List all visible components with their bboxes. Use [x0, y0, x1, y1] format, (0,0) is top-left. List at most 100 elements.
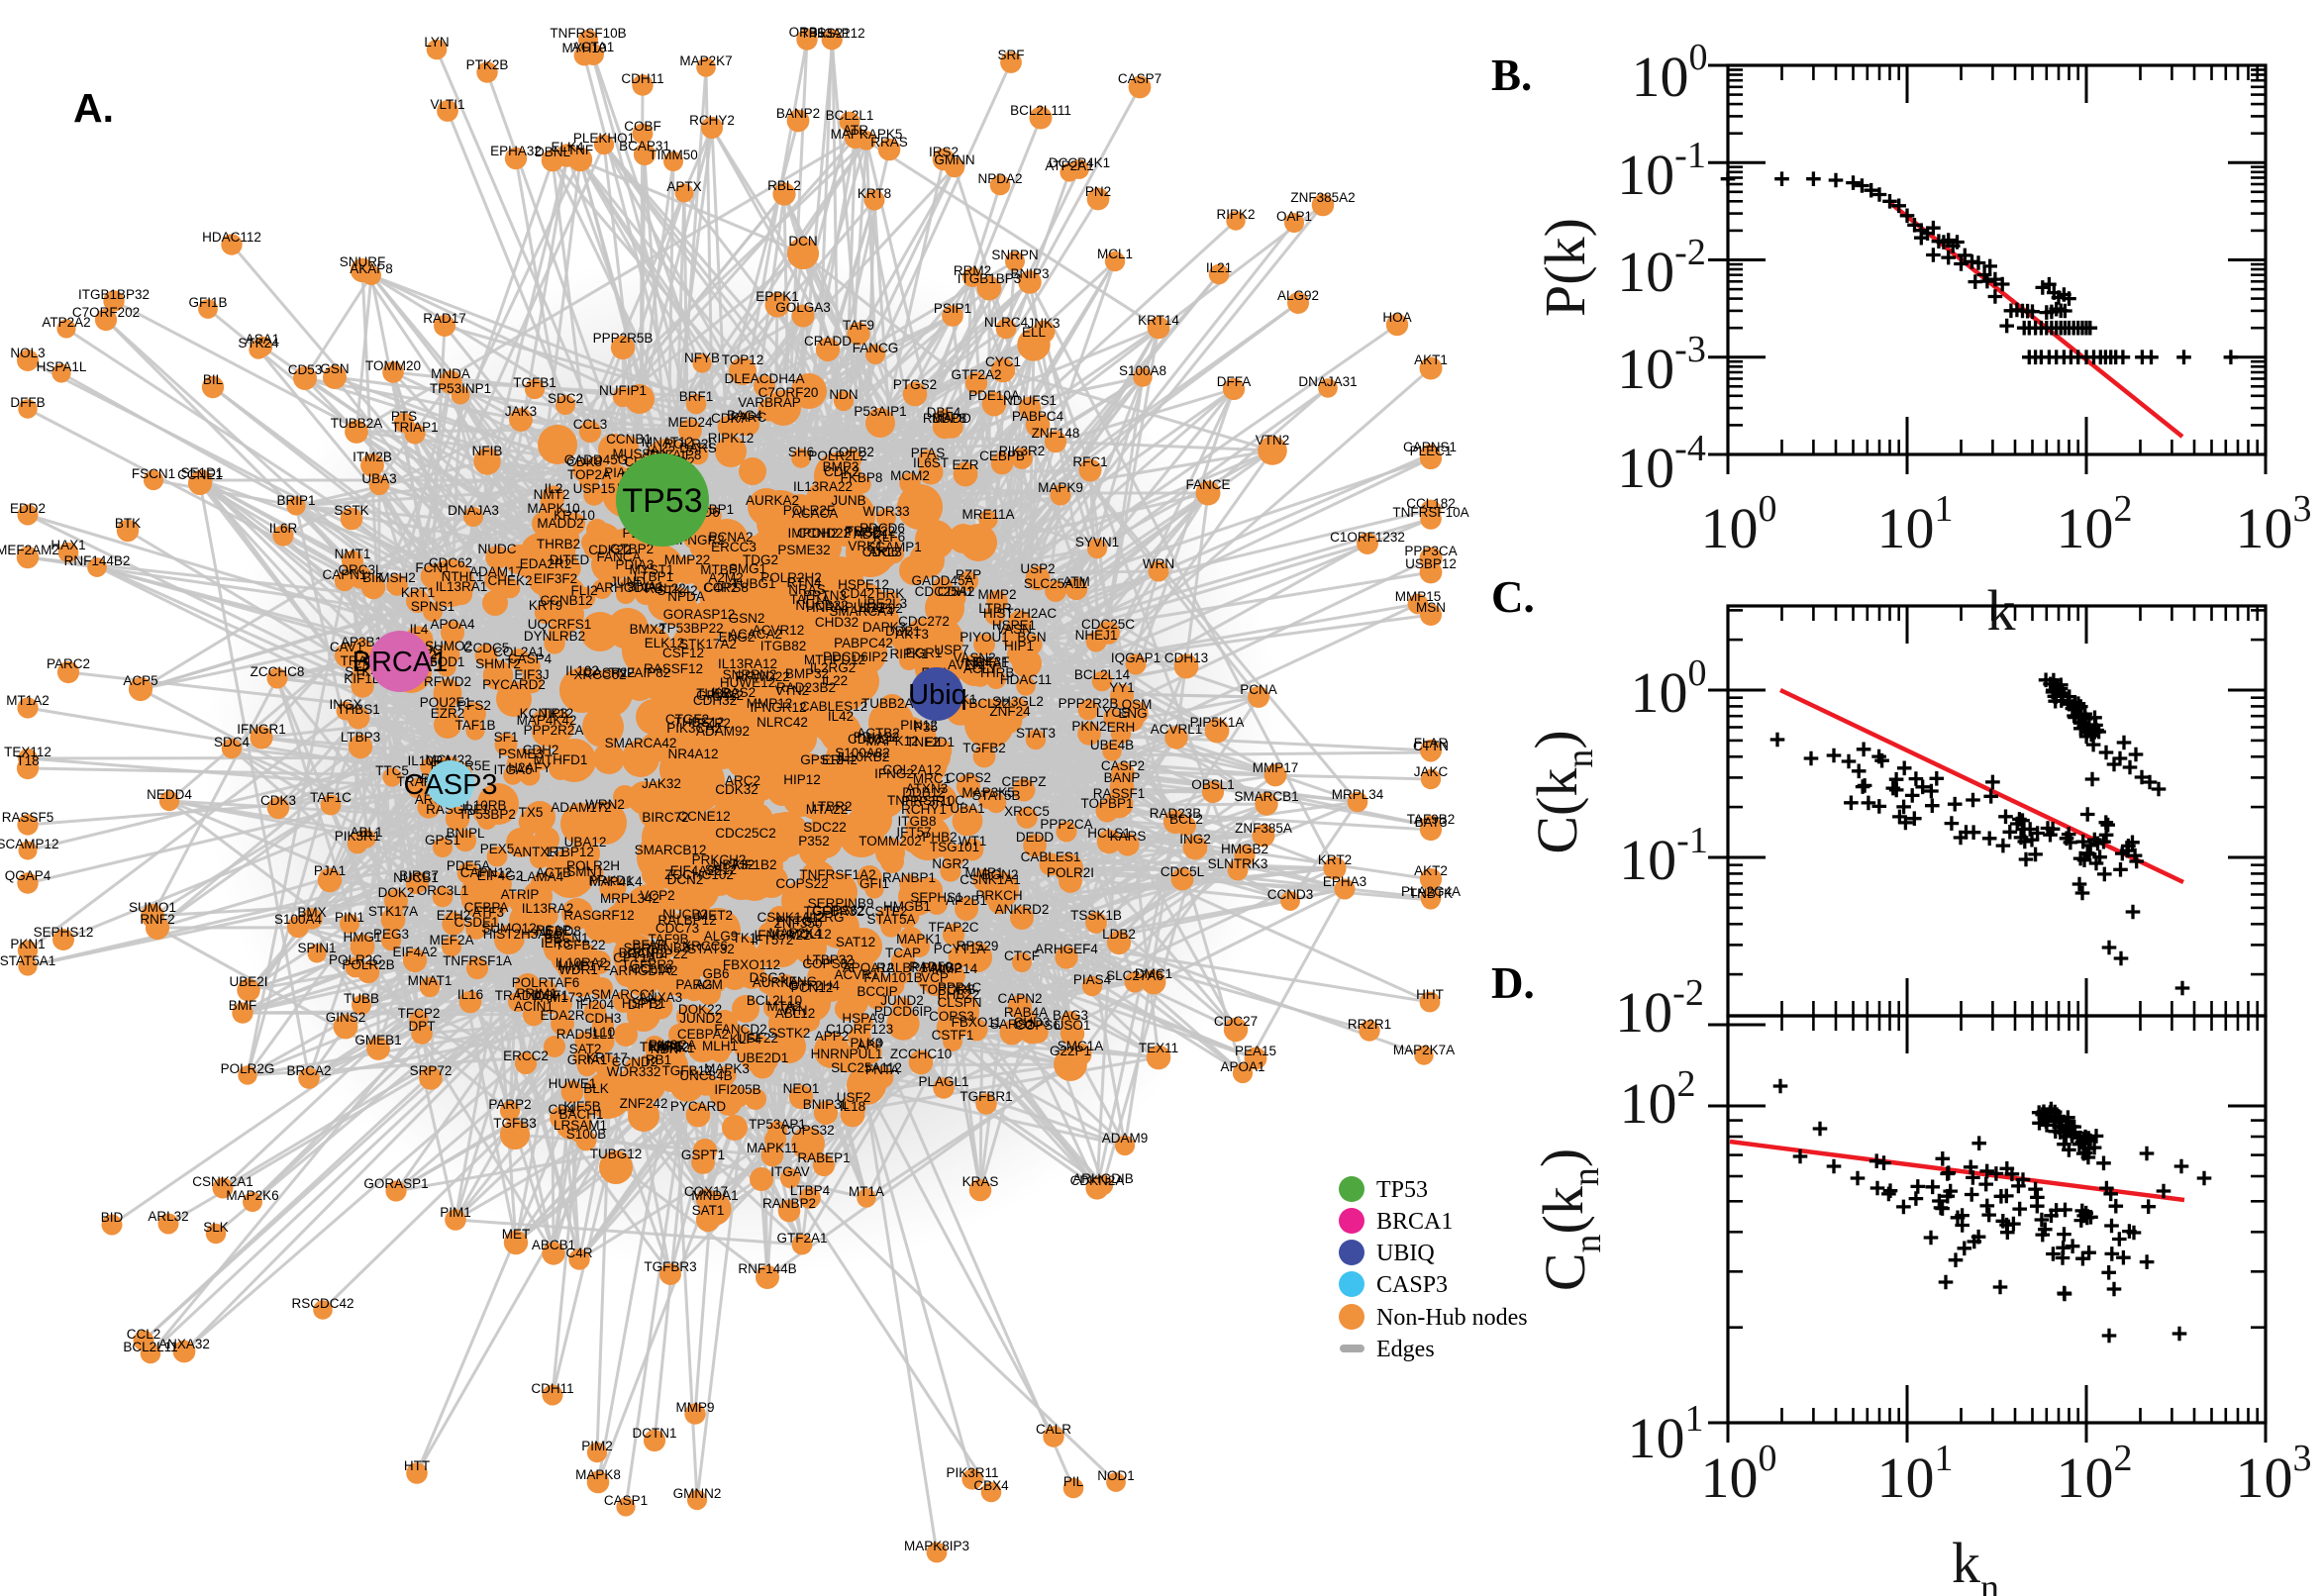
svg-text:CHEK2: CHEK2 — [487, 573, 532, 588]
svg-text:COPS2: COPS2 — [946, 770, 991, 785]
svg-text:NPDA2: NPDA2 — [977, 171, 1022, 186]
svg-text:BCL2L1: BCL2L1 — [826, 108, 874, 123]
svg-text:ALG92: ALG92 — [1277, 288, 1319, 303]
svg-text:STK17A2: STK17A2 — [679, 637, 737, 651]
svg-text:HIST2H2AC: HIST2H2AC — [983, 606, 1058, 621]
svg-text:BCL2: BCL2 — [1169, 812, 1203, 827]
svg-text:PJA1: PJA1 — [314, 863, 346, 878]
svg-text:ZCCHC10: ZCCHC10 — [890, 1047, 952, 1061]
svg-text:LTBP3: LTBP3 — [341, 730, 380, 745]
svg-text:PYCARD: PYCARD — [670, 1099, 727, 1114]
svg-text:MSH2: MSH2 — [378, 570, 416, 585]
svg-text:A.: A. — [73, 85, 114, 131]
svg-text:MAP4K42: MAP4K42 — [517, 713, 577, 728]
svg-text:PLK3: PLK3 — [850, 1036, 882, 1050]
svg-text:MEF2AM2: MEF2AM2 — [0, 543, 59, 557]
svg-text:USP2: USP2 — [1020, 561, 1055, 576]
svg-text:MED24: MED24 — [667, 415, 713, 430]
svg-text:RCHY2: RCHY2 — [689, 113, 735, 128]
svg-text:S100B: S100B — [566, 1127, 607, 1142]
svg-text:MAPK8IP3: MAPK8IP3 — [904, 1539, 969, 1553]
svg-text:NGR2: NGR2 — [932, 856, 969, 871]
svg-text:TNFRSF1A2: TNFRSF1A2 — [799, 867, 875, 882]
svg-text:ANXA32: ANXA32 — [158, 1337, 210, 1351]
svg-text:MMP2: MMP2 — [977, 587, 1016, 602]
svg-text:TP53: TP53 — [622, 482, 702, 520]
svg-text:BMF: BMF — [229, 998, 257, 1013]
svg-text:C.: C. — [1491, 572, 1535, 622]
svg-text:PABPC42: PABPC42 — [834, 636, 893, 650]
svg-text:HMG1: HMG1 — [343, 930, 381, 945]
svg-text:GTF2A2: GTF2A2 — [951, 367, 1001, 382]
svg-text:DDB12: DDB12 — [902, 785, 946, 800]
svg-text:MCL1: MCL1 — [1097, 247, 1133, 261]
svg-text:HIP12: HIP12 — [783, 772, 821, 787]
svg-text:Ubiq: Ubiq — [908, 679, 967, 711]
svg-text:RIPK12: RIPK12 — [708, 431, 755, 446]
svg-text:SUMO12: SUMO12 — [481, 921, 537, 936]
svg-text:LYN: LYN — [424, 35, 449, 50]
svg-text:MNDA1: MNDA1 — [691, 1188, 738, 1203]
svg-text:BRCA1: BRCA1 — [1376, 1209, 1453, 1235]
svg-text:CCNB12: CCNB12 — [540, 593, 592, 608]
svg-text:KRT1: KRT1 — [401, 585, 435, 600]
svg-text:DBF4: DBF4 — [927, 405, 961, 420]
svg-text:OBSL1: OBSL1 — [1191, 777, 1235, 792]
svg-text:CDH2: CDH2 — [523, 743, 559, 757]
svg-text:CHD32: CHD32 — [815, 615, 858, 630]
svg-text:BTK: BTK — [115, 516, 141, 531]
svg-text:MAP2K7A: MAP2K7A — [1393, 1043, 1455, 1057]
svg-text:PSME32: PSME32 — [777, 543, 830, 557]
svg-text:ARL32: ARL32 — [148, 1209, 188, 1224]
svg-text:MADD2: MADD2 — [537, 516, 583, 531]
svg-text:TRAF12: TRAF12 — [640, 1040, 689, 1054]
svg-text:TOMM20: TOMM20 — [365, 358, 421, 373]
svg-text:ZNF148: ZNF148 — [1032, 426, 1080, 441]
svg-text:SDC22: SDC22 — [803, 820, 847, 835]
svg-text:AKAP8: AKAP8 — [350, 261, 393, 276]
svg-text:TGFB2: TGFB2 — [962, 741, 1006, 755]
svg-text:PPP2R5B: PPP2R5B — [593, 331, 654, 346]
svg-text:SSTK: SSTK — [334, 503, 368, 518]
svg-text:C1ORF1232: C1ORF1232 — [1330, 530, 1405, 545]
svg-text:HMGB1: HMGB1 — [883, 899, 931, 914]
svg-text:RASGRF12: RASGRF12 — [563, 908, 634, 923]
svg-text:CCND22: CCND22 — [797, 526, 851, 541]
svg-text:ADAM172: ADAM172 — [551, 800, 612, 815]
svg-text:PKN2: PKN2 — [1071, 719, 1106, 734]
svg-text:SDC4: SDC4 — [214, 735, 251, 749]
svg-text:KRT14: KRT14 — [1138, 313, 1179, 328]
svg-text:ING2: ING2 — [1179, 832, 1211, 847]
svg-text:MRPL342: MRPL342 — [600, 891, 659, 906]
svg-text:ATRIP: ATRIP — [501, 887, 540, 902]
svg-text:NTHL1: NTHL1 — [442, 569, 484, 584]
svg-text:MCM2: MCM2 — [890, 468, 930, 483]
svg-text:EPHA3: EPHA3 — [1323, 874, 1366, 889]
svg-text:ABL12: ABL12 — [775, 1006, 816, 1021]
svg-text:RNF144B2: RNF144B2 — [64, 553, 131, 568]
svg-text:PPP2CA: PPP2CA — [1040, 817, 1092, 832]
svg-text:PIP5K1A: PIP5K1A — [1190, 715, 1245, 730]
svg-text:BID: BID — [101, 1210, 124, 1225]
svg-text:PIK3R1: PIK3R1 — [335, 829, 381, 844]
svg-text:SARS2: SARS2 — [990, 1017, 1034, 1032]
svg-text:Non-Hub nodes: Non-Hub nodes — [1376, 1305, 1528, 1331]
svg-text:NFIB: NFIB — [472, 444, 503, 458]
svg-text:PIK3R11: PIK3R11 — [946, 1465, 998, 1480]
svg-text:GMNN2: GMNN2 — [673, 1486, 722, 1501]
svg-text:NUFIP1: NUFIP1 — [599, 383, 647, 398]
svg-text:TCAP: TCAP — [885, 946, 921, 960]
svg-text:RANBP2: RANBP2 — [762, 1196, 816, 1211]
svg-text:ACTA1: ACTA1 — [572, 40, 615, 54]
svg-text:NDUFS1: NDUFS1 — [1003, 393, 1057, 408]
svg-text:TSSK1B: TSSK1B — [1070, 908, 1122, 923]
svg-text:TGFBR32: TGFBR32 — [804, 904, 864, 919]
svg-text:UBE4B: UBE4B — [1090, 738, 1134, 752]
svg-text:IL16: IL16 — [457, 987, 483, 1002]
svg-text:Edges: Edges — [1376, 1337, 1435, 1362]
svg-text:UBIQ: UBIQ — [1376, 1241, 1435, 1266]
svg-text:PTK2B: PTK2B — [466, 57, 509, 72]
svg-text:TDG2: TDG2 — [743, 552, 778, 567]
svg-text:TNFRSF10B: TNFRSF10B — [550, 26, 626, 41]
svg-text:FAM173A: FAM173A — [533, 990, 591, 1005]
